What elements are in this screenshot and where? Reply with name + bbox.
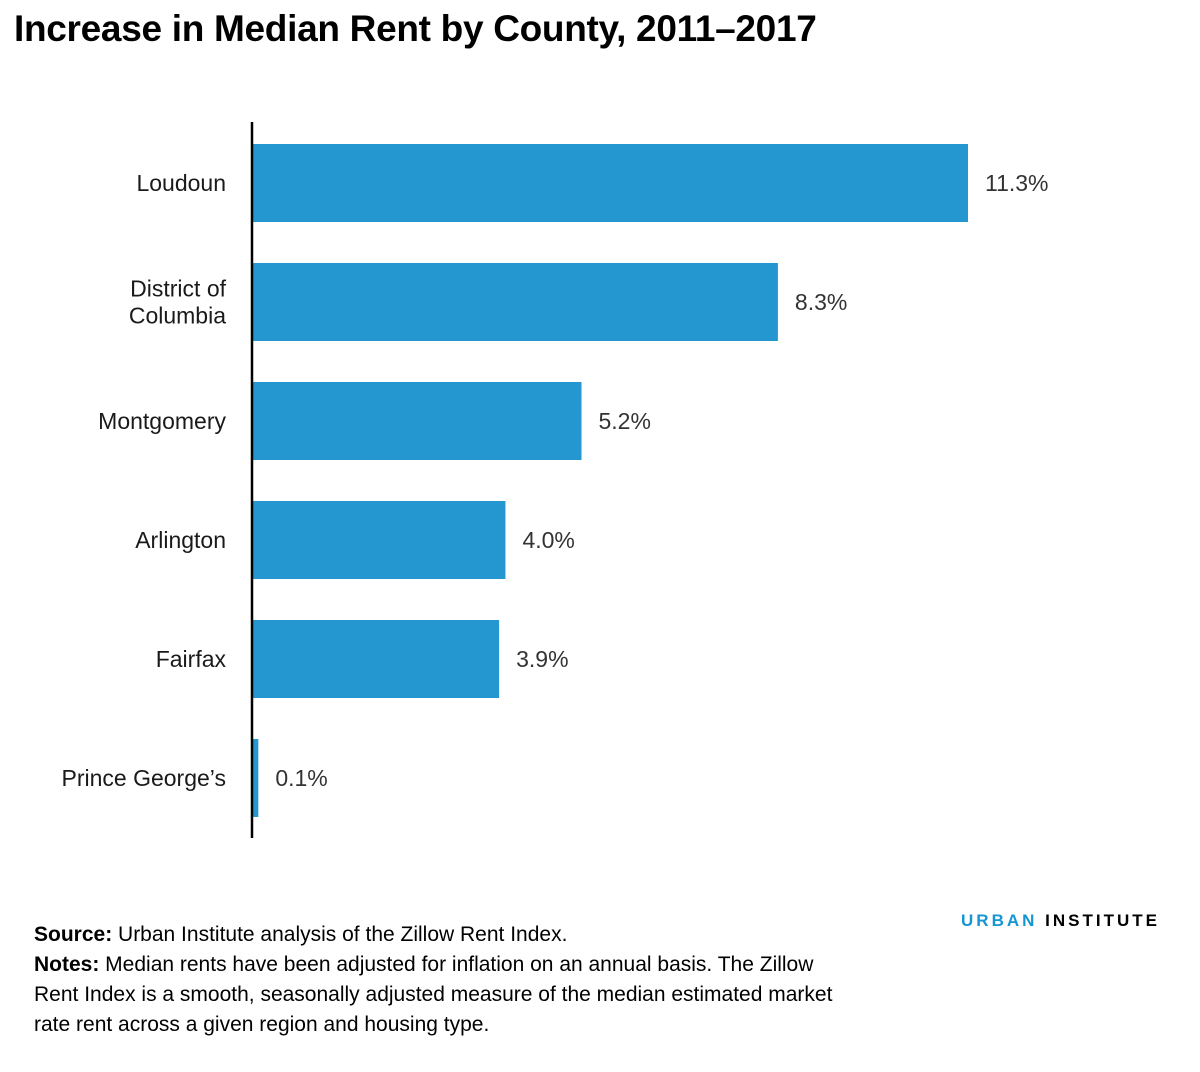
category-label-4: Fairfax <box>156 646 227 672</box>
category-label-5: Prince George’s <box>62 765 227 791</box>
category-labels-group: Loudoun District of Columbia Montgomery Arli… <box>62 170 227 791</box>
bar-2 <box>252 382 582 460</box>
footnote: Source: Urban Institute analysis of the … <box>34 920 854 1040</box>
category-label-1: District of Columbia <box>129 276 227 329</box>
bars-group <box>252 144 968 817</box>
bar-0 <box>252 144 968 222</box>
bar-chart: Loudoun District of Columbia Montgomery Arli… <box>62 122 1049 838</box>
category-label-2: Montgomery <box>98 408 226 434</box>
notes-text: Median rents have been adjusted for infl… <box>34 953 833 1036</box>
category-label-line: District of <box>130 276 226 302</box>
category-label-line: Columbia <box>129 303 226 329</box>
chart-title: Increase in Median Rent by County, 2011–… <box>14 8 817 49</box>
source-note: Source: Urban Institute analysis of the … <box>34 920 854 950</box>
value-label-3: 4.0% <box>522 527 574 553</box>
bar-4 <box>252 620 500 698</box>
value-labels-group: 11.3% 8.3% 5.2% 4.0% 3.9% 0.1% <box>275 170 1048 791</box>
brand-part-institute: INSTITUTE <box>1045 911 1160 930</box>
value-label-2: 5.2% <box>598 408 650 434</box>
value-label-0: 11.3% <box>985 170 1049 196</box>
value-label-1: 8.3% <box>795 289 847 315</box>
bar-3 <box>252 501 506 579</box>
category-label-line: Montgomery <box>98 408 226 434</box>
category-label-line: Loudoun <box>136 170 226 196</box>
notes-note: Notes: Median rents have been adjusted f… <box>34 950 854 1040</box>
bar-1 <box>252 263 778 341</box>
value-label-4: 3.9% <box>516 646 568 672</box>
urban-institute-logo: URBAN INSTITUTE <box>961 911 1160 931</box>
brand-part-urban: URBAN <box>961 911 1038 930</box>
category-label-3: Arlington <box>135 527 226 553</box>
bar-5 <box>252 739 259 817</box>
category-label-0: Loudoun <box>136 170 226 196</box>
source-label: Source: <box>34 923 113 946</box>
value-label-5: 0.1% <box>275 765 327 791</box>
notes-label: Notes: <box>34 953 100 976</box>
category-label-line: Arlington <box>135 527 226 553</box>
category-label-line: Fairfax <box>156 646 227 672</box>
category-label-line: Prince George’s <box>62 765 227 791</box>
source-text: Urban Institute analysis of the Zillow R… <box>112 923 568 946</box>
